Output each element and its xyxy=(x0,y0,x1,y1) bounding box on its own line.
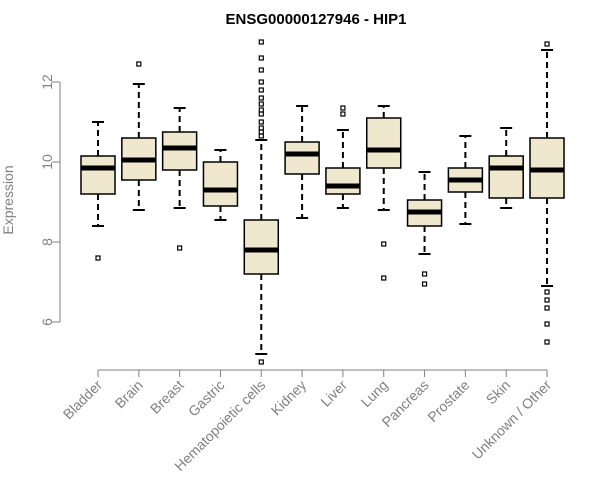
outlier-point xyxy=(544,289,550,295)
outlier-point xyxy=(258,39,264,45)
y-tick-label: 10 xyxy=(39,154,55,170)
outlier-point xyxy=(421,281,428,287)
y-tick-label: 12 xyxy=(39,74,55,90)
box-group xyxy=(121,61,157,211)
outlier-point xyxy=(340,105,346,111)
boxes-layer xyxy=(80,39,565,365)
outlier-point xyxy=(177,245,183,251)
box-group xyxy=(447,135,484,225)
outlier-point xyxy=(136,61,142,67)
outlier-point xyxy=(258,133,264,139)
box-group xyxy=(161,107,198,251)
outlier-point xyxy=(421,271,428,277)
box-iqr xyxy=(284,141,320,175)
box-iqr xyxy=(365,117,402,169)
x-tick-label: Brain xyxy=(112,377,146,411)
box-group xyxy=(284,105,320,219)
box-iqr xyxy=(488,155,524,199)
box-group xyxy=(406,171,443,287)
x-tick-label: Bladder xyxy=(60,377,106,423)
outlier-point xyxy=(258,95,264,101)
box-iqr xyxy=(325,167,361,195)
box-group xyxy=(80,121,116,261)
outlier-point xyxy=(258,359,264,365)
y-axis-label: Expression xyxy=(0,165,16,234)
box-iqr xyxy=(80,155,116,195)
box-group xyxy=(243,39,280,365)
outlier-point xyxy=(258,119,264,125)
outlier-point xyxy=(381,241,387,247)
outlier-point xyxy=(340,111,346,117)
outlier-point xyxy=(258,125,264,131)
box-group xyxy=(529,41,565,345)
box-group xyxy=(202,149,239,221)
outlier-point xyxy=(258,111,264,117)
x-tick-label: Skin xyxy=(483,377,514,408)
y-tick-label: 6 xyxy=(39,318,55,326)
outlier-point xyxy=(381,275,387,281)
outlier-point xyxy=(258,87,264,93)
outlier-point xyxy=(258,79,264,85)
outlier-point xyxy=(95,255,101,261)
outlier-point xyxy=(258,101,264,107)
x-tick-label: Liver xyxy=(317,377,350,410)
x-tick-label: Kidney xyxy=(268,377,310,419)
outlier-point xyxy=(258,55,264,61)
outlier-point xyxy=(544,297,550,303)
outlier-point xyxy=(544,305,550,311)
outlier-point xyxy=(544,321,550,327)
outlier-point xyxy=(258,67,264,73)
box-group xyxy=(488,127,524,209)
outlier-point xyxy=(258,129,264,135)
outlier-point xyxy=(544,339,550,345)
x-tick-label: Breast xyxy=(147,377,187,417)
outlier-point xyxy=(544,41,550,47)
box-group xyxy=(325,105,361,209)
box-iqr xyxy=(202,161,239,207)
y-axis: 6 8 10 12 xyxy=(39,74,61,326)
box-iqr xyxy=(161,131,198,171)
x-tick-label: Lung xyxy=(358,377,391,410)
box-iqr xyxy=(243,219,280,275)
y-tick-label: 8 xyxy=(39,238,55,246)
chart-title: ENSG00000127946 - HIP1 xyxy=(226,11,407,28)
box-group xyxy=(365,105,402,281)
x-tick-label: Prostate xyxy=(424,377,472,425)
